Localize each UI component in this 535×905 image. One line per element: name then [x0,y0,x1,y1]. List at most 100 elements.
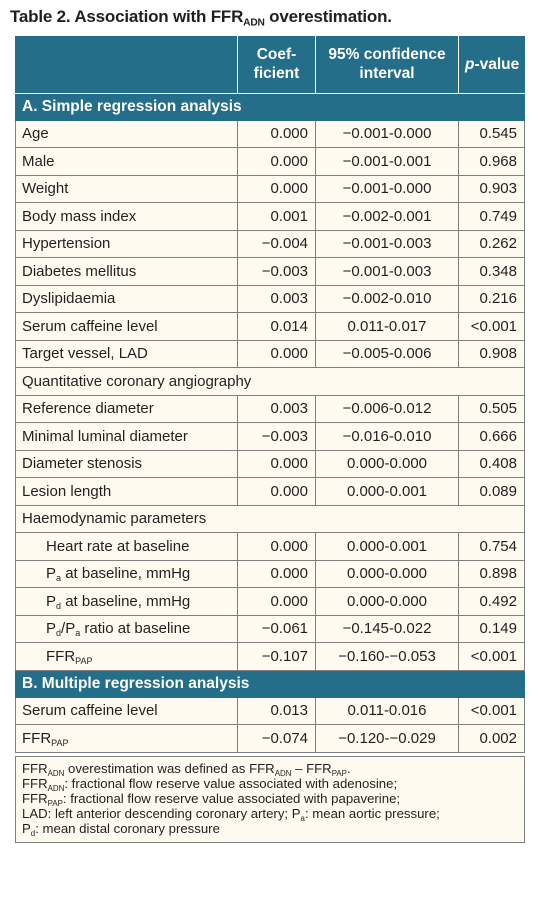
haemo-heading: Haemodynamic parameters [15,504,525,533]
header-pvalue: p-value [458,36,525,94]
row-p: 0.149 [458,614,525,643]
row-label: Minimal luminal diameter [15,422,238,451]
footnote-5: Pd: mean distal coronary pressure [22,820,220,838]
footnotes-row: FFRADN overestimation was defined as FFR… [15,755,525,843]
row-ci: −0.016-0.010 [315,422,459,451]
table-row: Serum caffeine level 0.013 0.011-0.016 <0.0… [15,696,525,725]
header-coefficient: Coef-ficient [237,36,316,94]
row-label: Body mass index [15,202,238,231]
table-row: Heart rate at baseline 0.000 0.000-0.001 0.… [15,532,525,561]
section-a-row: A. Simple regression analysis [15,92,525,121]
table-row: Male 0.000 −0.001-0.001 0.968 [15,147,525,176]
row-p: 0.262 [458,229,525,258]
row-label: Pd at baseline, mmHg [15,587,238,616]
row-label: Male [15,147,238,176]
row-p: 0.216 [458,284,525,313]
row-coef: 0.000 [237,587,316,616]
table-row: Pd at baseline, mmHg 0.000 0.000-0.000 0.49… [15,587,525,616]
row-p: 0.754 [458,532,525,561]
row-p: 0.908 [458,339,525,368]
row-ci: −0.001-0.003 [315,229,459,258]
row-label: Pa at baseline, mmHg [15,559,238,588]
row-label: FFRPAP [15,724,238,753]
qca-heading: Quantitative coronary angiography [15,367,525,396]
section-b-row: B. Multiple regression analysis [15,669,525,698]
row-ci: −0.001-0.000 [315,119,459,148]
row-label: Weight [15,174,238,203]
row-p: <0.001 [458,642,525,671]
row-ci: −0.005-0.006 [315,339,459,368]
table-row: Dyslipidaemia 0.003 −0.002-0.010 0.216 [15,284,525,313]
row-ci: 0.000-0.000 [315,559,459,588]
table-row: Pa at baseline, mmHg 0.000 0.000-0.000 0.89… [15,559,525,588]
row-label: Dyslipidaemia [15,284,238,313]
footnote-4: LAD: left anterior descending coronary a… [22,805,440,823]
row-ci: −0.145-0.022 [315,614,459,643]
footnote-3: FFRPAP: fractional flow reserve value as… [22,790,401,808]
row-label: Serum caffeine level [15,696,238,725]
row-label: Heart rate at baseline [15,532,238,561]
row-ci: −0.002-0.001 [315,202,459,231]
section-b-label: B. Multiple regression analysis [15,669,525,698]
row-coef: 0.000 [237,449,316,478]
row-label: Diameter stenosis [15,449,238,478]
row-ci: 0.000-0.001 [315,477,459,506]
row-coef: 0.000 [237,532,316,561]
title-subscript: ADN [243,17,265,29]
qca-heading-row: Quantitative coronary angiography [15,367,525,396]
row-coef: 0.003 [237,284,316,313]
row-coef: 0.014 [237,312,316,341]
table-title: Table 2. Association with FFRADN overest… [10,7,392,29]
row-coef: 0.003 [237,394,316,423]
table-row: Minimal luminal diameter −0.003 −0.016-0.0… [15,422,525,451]
row-p: 0.749 [458,202,525,231]
row-label: Target vessel, LAD [15,339,238,368]
row-ci: −0.160-−0.053 [315,642,459,671]
row-p: 0.408 [458,449,525,478]
table-row: FFRPAP −0.107 −0.160-−0.053 <0.001 [15,642,525,671]
row-ci: −0.006-0.012 [315,394,459,423]
table-row: Diabetes mellitus −0.003 −0.001-0.003 0.348 [15,257,525,286]
row-coef: −0.004 [237,229,316,258]
row-label: Lesion length [15,477,238,506]
table-row: FFRPAP −0.074 −0.120-−0.029 0.002 [15,724,525,753]
row-label: Pd/Pa ratio at baseline [15,614,238,643]
row-coef: 0.001 [237,202,316,231]
row-coef: 0.000 [237,559,316,588]
row-p: 0.545 [458,119,525,148]
row-p: 0.903 [458,174,525,203]
row-coef: 0.000 [237,339,316,368]
header-ci: 95% confidence interval [315,36,459,94]
row-ci: −0.001-0.003 [315,257,459,286]
table-row: Reference diameter 0.003 −0.006-0.012 0.505 [15,394,525,423]
table-row: Weight 0.000 −0.001-0.000 0.903 [15,174,525,203]
row-p: 0.968 [458,147,525,176]
table-row: Hypertension −0.004 −0.001-0.003 0.262 [15,229,525,258]
table-row: Pd/Pa ratio at baseline −0.061 −0.145-0.02… [15,614,525,643]
row-coef: 0.000 [237,477,316,506]
row-p: 0.089 [458,477,525,506]
row-ci: −0.120-−0.029 [315,724,459,753]
footnote-1: FFRADN overestimation was defined as FFR… [22,760,351,778]
row-ci: −0.001-0.001 [315,147,459,176]
row-coef: −0.074 [237,724,316,753]
row-ci: 0.011-0.016 [315,696,459,725]
row-coef: 0.000 [237,119,316,148]
row-p: 0.505 [458,394,525,423]
row-p: 0.666 [458,422,525,451]
table-row: Diameter stenosis 0.000 0.000-0.000 0.408 [15,449,525,478]
row-coef: −0.003 [237,422,316,451]
row-p: 0.898 [458,559,525,588]
table-row: Serum caffeine level 0.014 0.011-0.017 <0.0… [15,312,525,341]
row-label: Diabetes mellitus [15,257,238,286]
table-row: Lesion length 0.000 0.000-0.001 0.089 [15,477,525,506]
table-row: Age 0.000 −0.001-0.000 0.545 [15,119,525,148]
row-label: Serum caffeine level [15,312,238,341]
header-variable [15,36,238,94]
footnotes: FFRADN overestimation was defined as FFR… [15,755,525,843]
row-coef: −0.107 [237,642,316,671]
row-label: FFRPAP [15,642,238,671]
table-row: Body mass index 0.001 −0.002-0.001 0.749 [15,202,525,231]
title-text: Table 2. Association with FFR [10,7,244,26]
